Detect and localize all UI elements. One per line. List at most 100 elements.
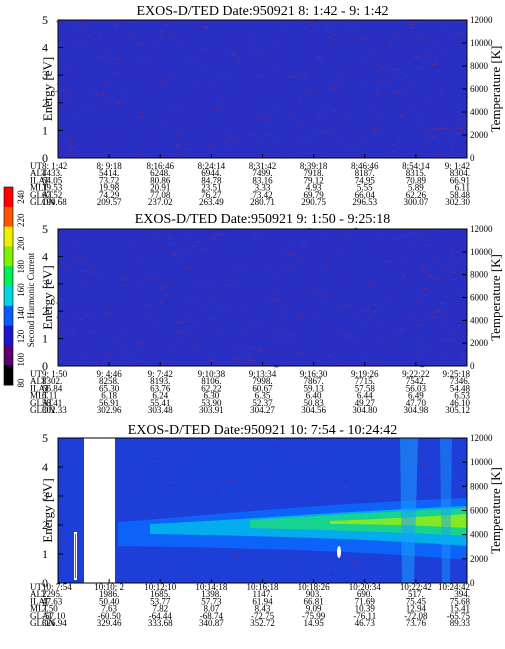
heatmap-area — [58, 20, 467, 158]
energy-tick-label: 3 — [42, 277, 48, 291]
table-cell: 66.91 — [450, 175, 470, 185]
table-cell: 10:20:34 — [349, 582, 382, 592]
energy-tick-label: 1 — [42, 547, 48, 561]
table-cell: 61.94 — [252, 596, 273, 606]
table-cell: 302.30 — [445, 197, 470, 207]
table-cell: 10:16:18 — [246, 582, 279, 592]
ephemeris-table: UT 8: 1:42 8: 9:18 8:16:46 8:24:14 8:31:42 8:3… — [30, 161, 471, 207]
energy-tick-label: 5 — [42, 13, 48, 27]
table-cell: 302.33 — [42, 405, 67, 415]
table-cell: 8187. — [355, 168, 375, 178]
temperature-axis-label: Temperature [K] — [488, 467, 503, 554]
table-row-label: ALT — [30, 589, 47, 599]
table-cell: 9: 1:50 — [42, 369, 68, 379]
table-row-label: UT — [30, 582, 42, 592]
table-cell: 290.75 — [301, 197, 326, 207]
table-cell: 4433. — [42, 168, 62, 178]
table-cell: 296.53 — [352, 197, 377, 207]
table-cell: 329.46 — [97, 618, 122, 628]
table-cell: 75.45 — [406, 596, 427, 606]
table-cell: 7.63 — [101, 604, 117, 614]
table-cell: 60.67 — [252, 383, 273, 393]
table-cell: 9:10:38 — [198, 369, 226, 379]
table-cell: 66.84 — [42, 383, 63, 393]
table-cell: 80.86 — [150, 175, 171, 185]
table-cell: 303.91 — [199, 405, 224, 415]
table-cell: 6.40 — [306, 391, 322, 401]
table-cell: 263.49 — [199, 197, 224, 207]
table-cell: 340.87 — [199, 618, 224, 628]
temperature-tick-label: 2000 — [470, 338, 489, 348]
energy-axis-label: Energy [eV] — [40, 478, 55, 542]
table-cell: 10:18:26 — [298, 582, 331, 592]
table-cell: 8:24:14 — [198, 161, 226, 171]
colorbar-label: Second Harmonic Current — [26, 252, 36, 347]
energy-tick-label: 0 — [42, 151, 48, 165]
table-cell: 7346. — [450, 376, 470, 386]
table-cell: 8:54:14 — [402, 161, 430, 171]
table-cell: -64.44 — [149, 611, 173, 621]
table-cell: 49.27 — [355, 398, 376, 408]
energy-tick-label: 5 — [42, 431, 48, 445]
energy-tick-label: 2 — [42, 518, 48, 532]
table-cell: 8315. — [406, 168, 426, 178]
table-cell: 75.68 — [450, 596, 471, 606]
table-row-label: ILAT — [30, 383, 50, 393]
colorbar-segment — [4, 246, 13, 267]
table-cell: 83.16 — [252, 175, 273, 185]
colorbar-tick-label: 100 — [16, 353, 26, 367]
table-cell: 56.03 — [406, 383, 427, 393]
table-cell: 74.29 — [99, 190, 120, 200]
table-cell: 190.68 — [42, 197, 67, 207]
table-cell: 6.53 — [454, 391, 470, 401]
table-cell: 62.26 — [406, 190, 427, 200]
table-cell: 7542. — [406, 376, 426, 386]
table-cell: 20.91 — [150, 183, 170, 193]
table-row-label: MLT — [30, 183, 49, 193]
table-cell: 9:16:30 — [300, 369, 328, 379]
table-cell: -68.74 — [200, 611, 224, 621]
table-cell: 9:25:18 — [442, 369, 470, 379]
table-cell: 209.57 — [97, 197, 122, 207]
energy-tick-label: 3 — [42, 68, 48, 82]
table-row-label: GLAT — [30, 398, 53, 408]
table-cell: 47.70 — [406, 398, 427, 408]
panel-3: EXOS-D/TED Date:950921 10: 7:54 - 10:24:… — [30, 423, 503, 628]
energy-tick-label: 0 — [42, 359, 48, 373]
table-cell: 64.05 — [42, 175, 63, 185]
energy-tick-label: 2 — [42, 304, 48, 318]
table-cell: 7.82 — [152, 604, 168, 614]
temperature-tick-label: 12000 — [470, 433, 493, 443]
table-cell: 8: 1:42 — [42, 161, 67, 171]
table-cell: 5414. — [99, 168, 119, 178]
temperature-tick-label: 8000 — [470, 481, 489, 491]
energy-tick-label: 4 — [42, 249, 48, 263]
table-cell: 74.95 — [355, 175, 376, 185]
colorbar-segment — [4, 345, 13, 366]
table-cell: 63.76 — [150, 383, 171, 393]
table-cell: 280.71 — [250, 197, 275, 207]
table-cell: 326.94 — [42, 618, 67, 628]
table-cell: 70.89 — [406, 175, 427, 185]
table-cell: 9: 7:42 — [148, 369, 173, 379]
colorbar-segment — [4, 325, 13, 346]
table-cell: 6248. — [150, 168, 170, 178]
colorbar-tick-label: 160 — [16, 283, 26, 297]
temperature-tick-label: 2000 — [470, 130, 489, 140]
temperature-tick-label: 8000 — [470, 270, 489, 280]
table-cell: 6.35 — [255, 391, 271, 401]
table-cell: 5.89 — [408, 183, 424, 193]
table-cell: 47.63 — [42, 596, 63, 606]
table-cell: 10: 7:54 — [42, 582, 72, 592]
heatmap-texture — [54, 19, 469, 159]
table-row-label: ALT — [30, 168, 47, 178]
temperature-tick-label: 0 — [470, 361, 475, 371]
table-cell: 7918. — [304, 168, 324, 178]
table-cell: 8: 9:18 — [96, 161, 122, 171]
colorbar-tick-label: 140 — [16, 306, 26, 320]
table-cell: 305.12 — [445, 405, 470, 415]
table-cell: 12.94 — [406, 604, 427, 614]
table-cell: 66.81 — [304, 596, 324, 606]
table-cell: 6.44 — [357, 391, 373, 401]
table-cell: 50.83 — [304, 398, 325, 408]
